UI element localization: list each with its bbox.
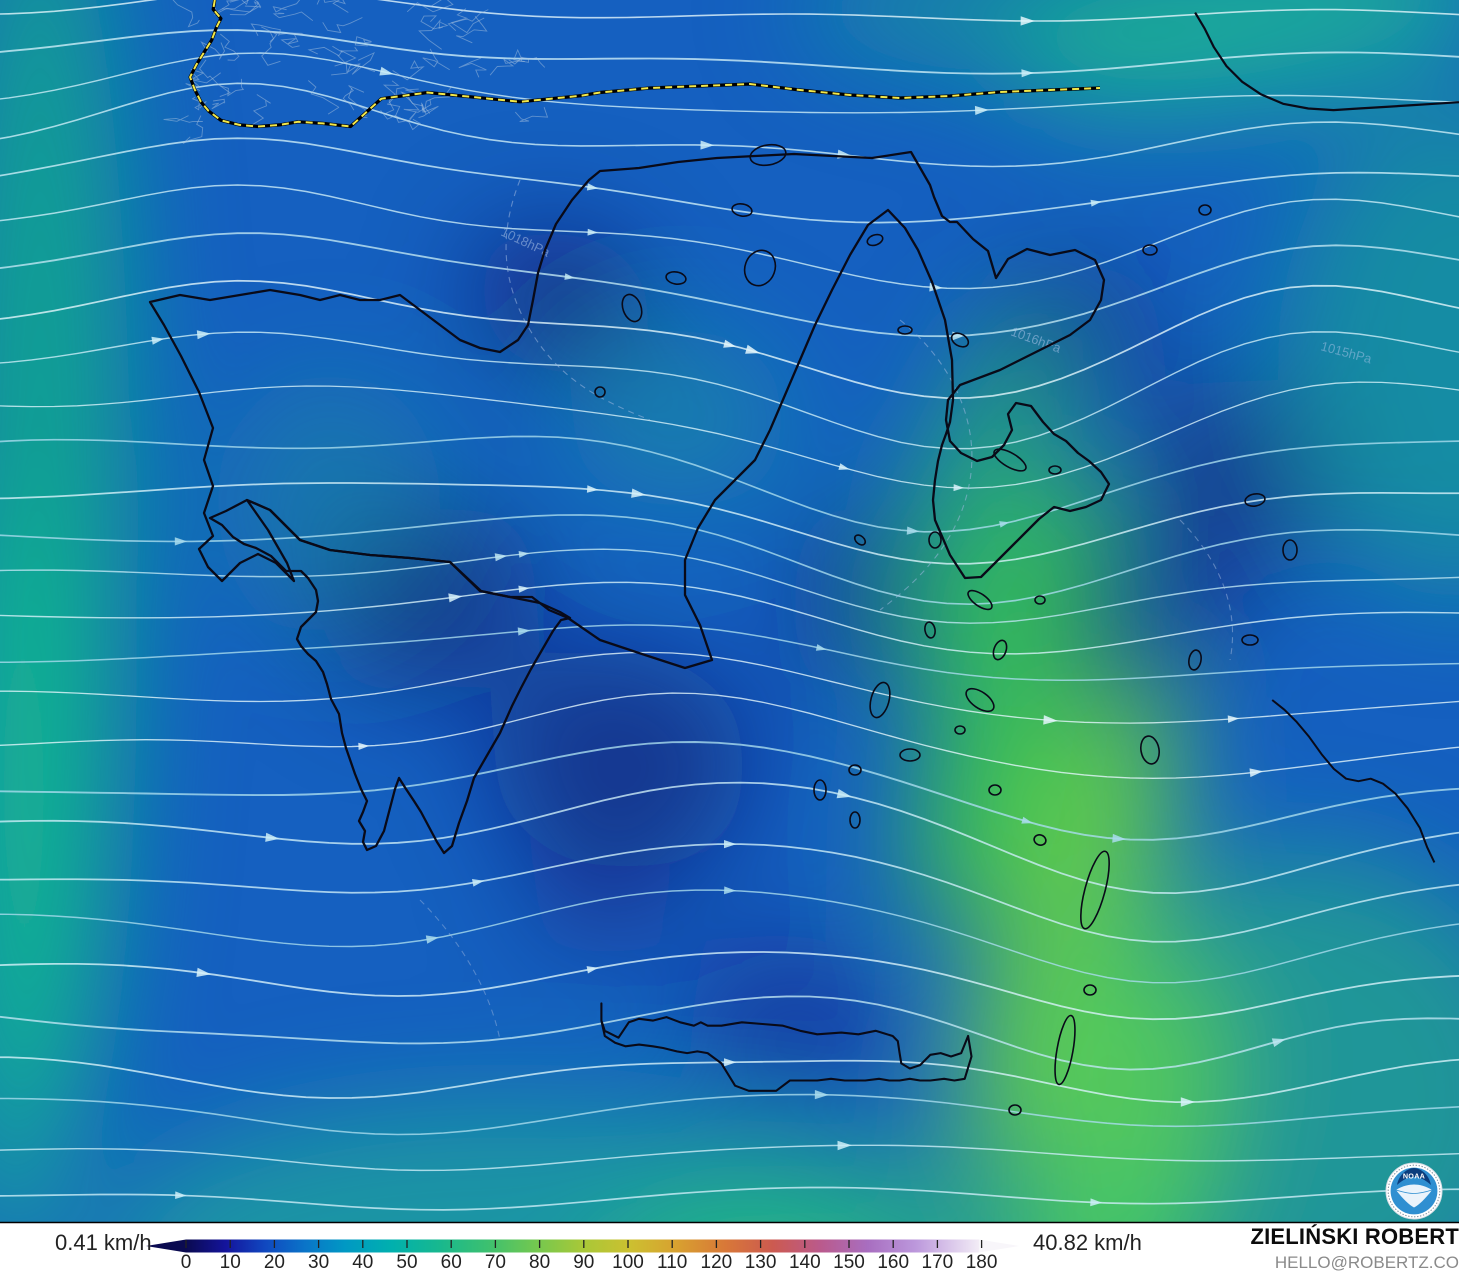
svg-text:130: 130 — [745, 1252, 777, 1273]
svg-text:10: 10 — [220, 1252, 241, 1273]
svg-text:180: 180 — [966, 1252, 998, 1273]
svg-text:50: 50 — [396, 1252, 417, 1273]
svg-text:80: 80 — [529, 1252, 550, 1273]
svg-text:70: 70 — [485, 1252, 506, 1273]
svg-text:170: 170 — [922, 1252, 954, 1273]
svg-text:NOAA: NOAA — [1403, 1172, 1425, 1181]
svg-text:0: 0 — [181, 1252, 192, 1273]
svg-text:110: 110 — [657, 1252, 687, 1273]
svg-text:0.41 km/h: 0.41 km/h — [55, 1230, 152, 1255]
svg-text:40.82 km/h: 40.82 km/h — [1033, 1230, 1142, 1255]
svg-text:160: 160 — [877, 1252, 909, 1273]
svg-text:120: 120 — [701, 1252, 733, 1273]
svg-text:20: 20 — [264, 1252, 285, 1273]
svg-text:90: 90 — [573, 1252, 594, 1273]
svg-text:150: 150 — [833, 1252, 865, 1273]
svg-text:30: 30 — [308, 1252, 329, 1273]
svg-text:60: 60 — [441, 1252, 462, 1273]
svg-text:40: 40 — [352, 1252, 373, 1273]
svg-text:100: 100 — [612, 1252, 644, 1273]
svg-text:140: 140 — [789, 1252, 821, 1273]
